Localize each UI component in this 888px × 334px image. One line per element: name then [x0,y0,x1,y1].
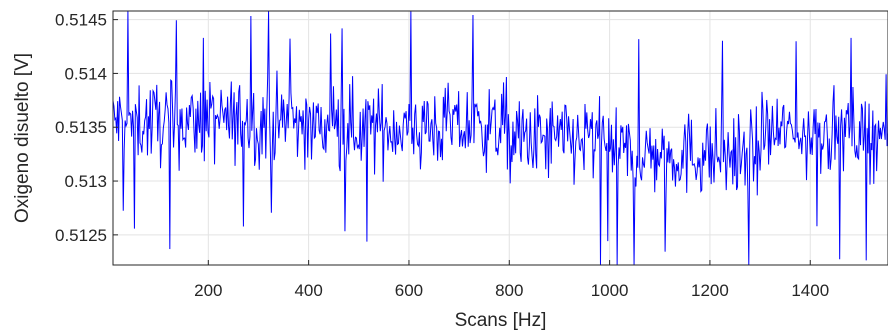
y-tick-label: 0.5135 [55,118,107,137]
x-tick-label: 1000 [591,281,629,300]
y-tick-label: 0.513 [64,172,107,191]
x-tick-label: 1200 [691,281,729,300]
x-tick-label: 800 [495,281,523,300]
x-tick-label: 400 [294,281,322,300]
ticks [113,19,811,265]
x-tick-label: 200 [194,281,222,300]
x-axis-label: Scans [Hz] [455,310,547,331]
tick-labels: 200 400 600 800 1000 1200 1400 0.5125 0.513 0.513… [55,11,829,300]
x-tick-label: 1400 [791,281,829,300]
y-tick-label: 0.5145 [55,11,107,30]
y-tick-label: 0.514 [64,64,107,83]
y-tick-label: 0.5125 [55,226,107,245]
plot-frame [112,10,888,266]
y-axis-label: Oxigeno disuelto [V] [12,53,33,223]
series-line [113,11,888,265]
series-line-group [113,11,888,265]
x-tick-label: 600 [395,281,423,300]
